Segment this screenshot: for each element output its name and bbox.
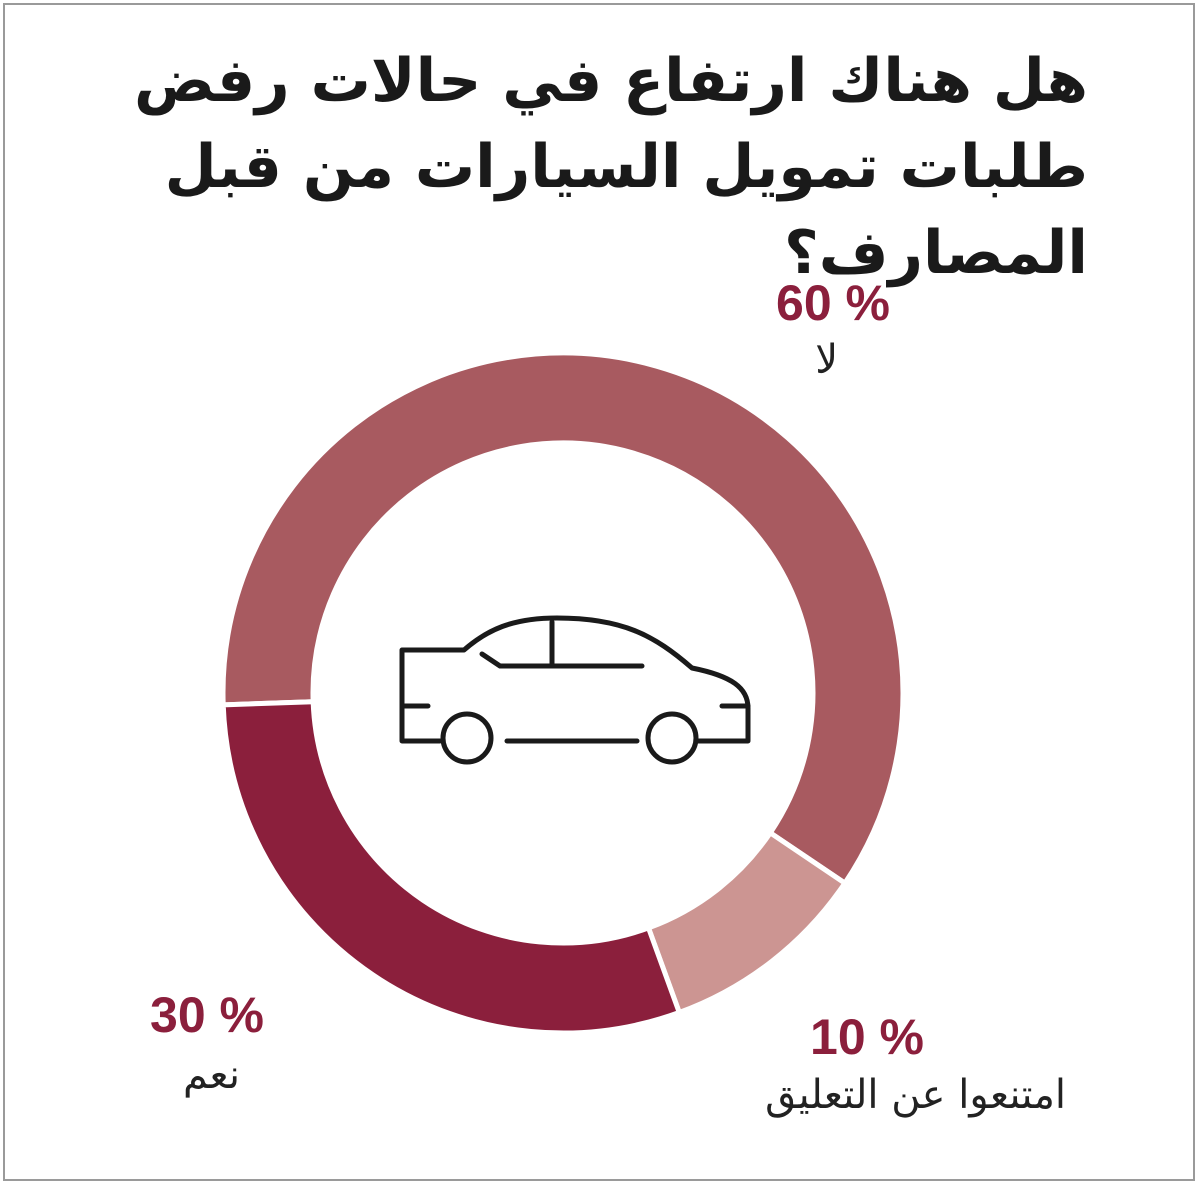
category-label-no-comment: امتنعوا عن التعليق bbox=[765, 1072, 1066, 1118]
pct-label-no: % 60 bbox=[776, 275, 890, 331]
chart-frame bbox=[3, 3, 1195, 1181]
donut-slice-yes bbox=[220, 699, 683, 1036]
category-label-yes: نعم bbox=[182, 1052, 240, 1098]
chart-title: هل هناك ارتفاع في حالات رفض طلبات تمويل … bbox=[134, 46, 1088, 288]
donut-slice-no bbox=[220, 350, 906, 887]
pct-label-yes: % 30 bbox=[150, 987, 264, 1043]
pct-label-no-comment: % 10 bbox=[810, 1009, 924, 1065]
category-label-no: لا bbox=[815, 337, 838, 383]
car-icon bbox=[399, 615, 751, 765]
